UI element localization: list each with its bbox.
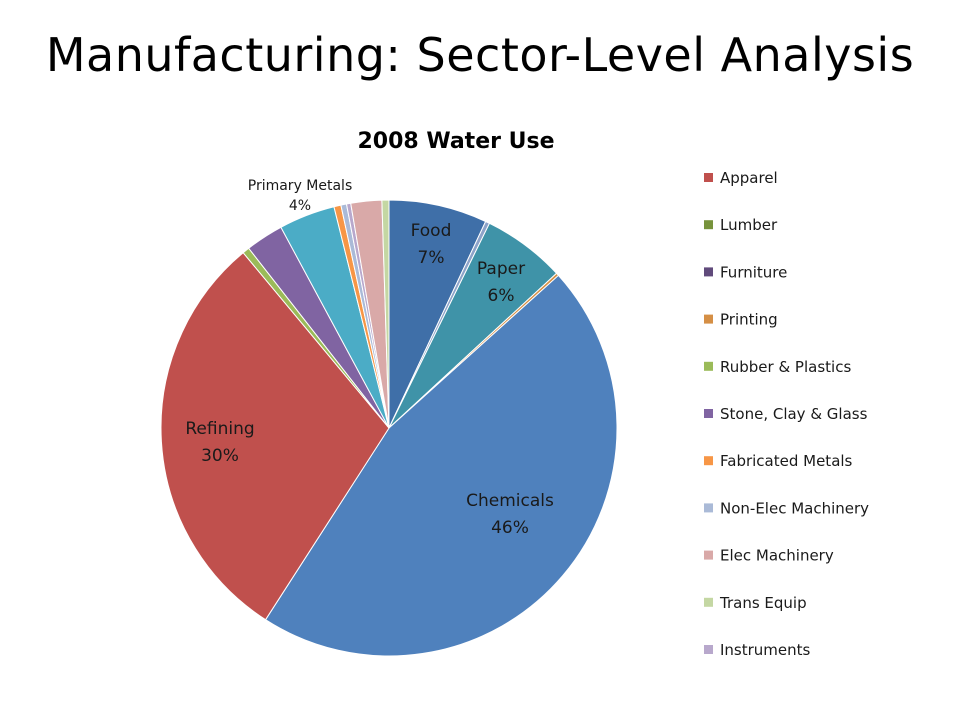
legend-swatch — [704, 267, 713, 277]
legend-item-printing: Printing — [704, 311, 778, 329]
legend: Apparel Lumber Furniture Printing Rubber & P… — [704, 169, 869, 659]
legend-swatch — [704, 173, 713, 182]
pie-slice-chemicals — [264, 274, 618, 657]
legend-label: Printing — [720, 311, 778, 329]
legend-label: Rubber & Plastics — [720, 358, 851, 376]
legend-label: Furniture — [720, 263, 787, 281]
pie-slice-trans-equip — [381, 199, 390, 429]
slice-label-food: Food 7% — [411, 221, 452, 268]
pie-slice-refining — [160, 252, 390, 621]
legend-swatch — [704, 220, 713, 230]
legend-item-non-elec-machinery: Non-Elec Machinery — [704, 499, 869, 517]
legend-item-apparel: Apparel — [704, 169, 778, 187]
legend-item-rubber-plastics: Rubber & Plastics — [704, 358, 851, 376]
legend-label: Fabricated Metals — [720, 452, 853, 470]
legend-label: Instruments — [720, 641, 811, 659]
slice-label-chemicals: Chemicals 46% — [466, 491, 554, 538]
legend-label: Non-Elec Machinery — [720, 499, 869, 517]
slice-label-primary-metals: Primary Metals 4% — [248, 178, 353, 214]
slice-label-refining: Refining 30% — [185, 419, 254, 466]
legend-swatch — [704, 550, 713, 560]
slice-labels: Food 7% Paper 6% Chemicals 46% Refining 30% Prim… — [185, 178, 554, 538]
legend-label: Apparel — [720, 169, 778, 187]
legend-item-stone-clay-glass: Stone, Clay & Glass — [704, 405, 868, 423]
legend-item-fabricated-metals: Fabricated Metals — [704, 452, 853, 470]
pie-slices — [160, 199, 618, 657]
legend-item-elec-machinery: Elec Machinery — [704, 547, 834, 565]
legend-swatch — [704, 456, 713, 466]
legend-swatch — [704, 597, 713, 607]
legend-label: Stone, Clay & Glass — [720, 405, 868, 423]
legend-item-lumber: Lumber — [704, 216, 778, 234]
legend-label: Elec Machinery — [720, 547, 834, 565]
legend-swatch — [704, 409, 713, 418]
legend-swatch — [704, 314, 713, 324]
legend-swatch — [704, 361, 713, 371]
slice-label-paper: Paper 6% — [477, 259, 525, 306]
chart-title: 2008 Water Use — [357, 129, 554, 154]
legend-item-furniture: Furniture — [704, 263, 787, 281]
legend-item-trans-equip: Trans Equip — [704, 594, 807, 612]
legend-label: Lumber — [720, 216, 778, 234]
legend-label: Trans Equip — [719, 594, 807, 612]
legend-item-instruments: Instruments — [704, 641, 811, 659]
legend-swatch — [704, 503, 713, 513]
legend-swatch — [704, 645, 713, 654]
slide-title: Manufacturing: Sector-Level Analysis — [45, 28, 915, 82]
